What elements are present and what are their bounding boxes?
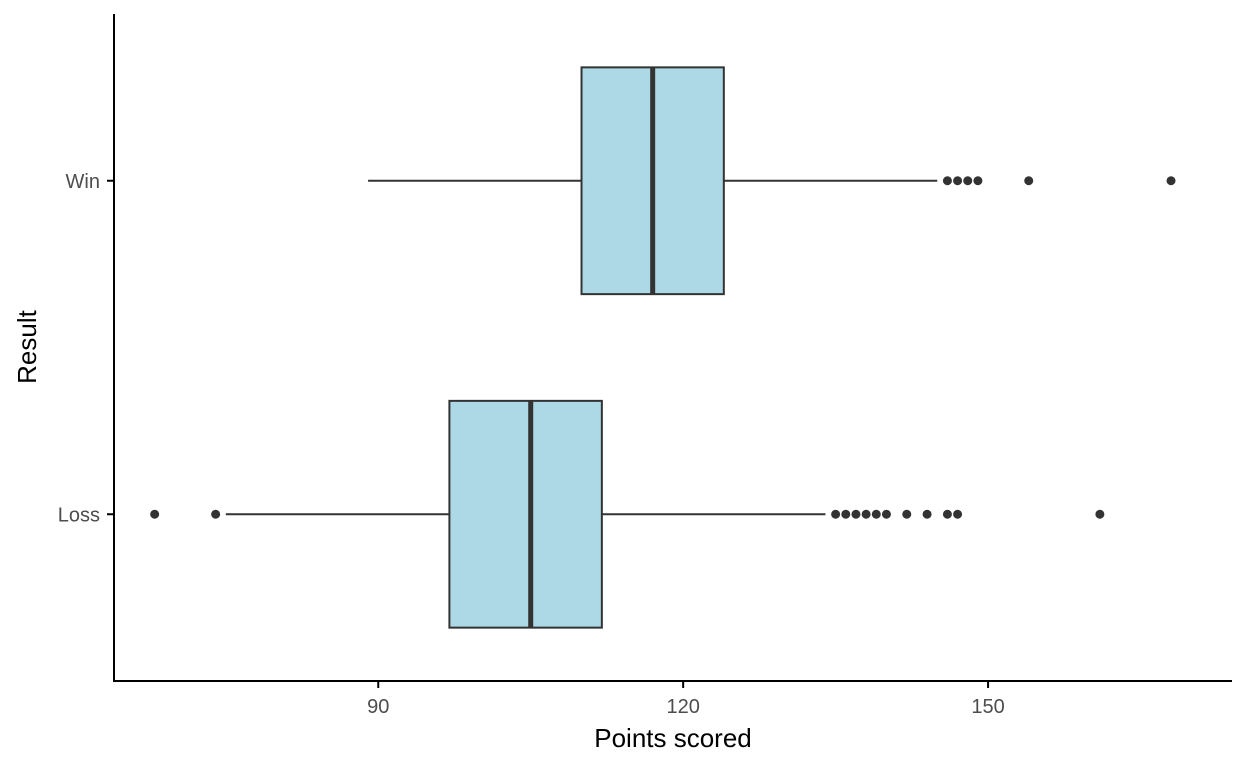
y-tick-label-loss: Loss [58, 504, 100, 526]
box-loss [448, 399, 603, 629]
outlier-point-loss [953, 509, 963, 519]
outlier-point-loss [861, 509, 871, 519]
x-tick-label: 150 [971, 696, 1004, 718]
outlier-point-loss [871, 509, 881, 519]
outlier-point-loss [211, 509, 221, 519]
y-axis-ticks: Loss Win [58, 171, 114, 526]
outlier-point-win [963, 176, 973, 186]
outlier-point-loss [922, 509, 932, 519]
outlier-point-win [973, 176, 983, 186]
x-axis-title: Points scored [594, 723, 752, 753]
y-axis-title: Result [12, 309, 42, 383]
outlier-point-loss [942, 509, 952, 519]
outlier-point-win [942, 176, 952, 186]
outlier-point-loss [841, 509, 851, 519]
outlier-point-loss [1095, 509, 1105, 519]
outlier-point-win [953, 176, 963, 186]
outlier-point-win [1166, 176, 1176, 186]
plot-area [150, 66, 1176, 629]
box-group-loss [150, 399, 1105, 629]
x-tick-label: 120 [666, 696, 699, 718]
outlier-point-loss [831, 509, 841, 519]
x-axis-ticks: 90 120 150 [367, 681, 1005, 718]
x-tick-label: 90 [367, 696, 389, 718]
box-group-win [368, 66, 1176, 296]
y-tick-label-win: Win [66, 171, 100, 193]
outlier-point-loss [150, 509, 160, 519]
outlier-point-win [1024, 176, 1034, 186]
outlier-point-loss [851, 509, 861, 519]
outlier-point-loss [902, 509, 912, 519]
outlier-point-loss [881, 509, 891, 519]
